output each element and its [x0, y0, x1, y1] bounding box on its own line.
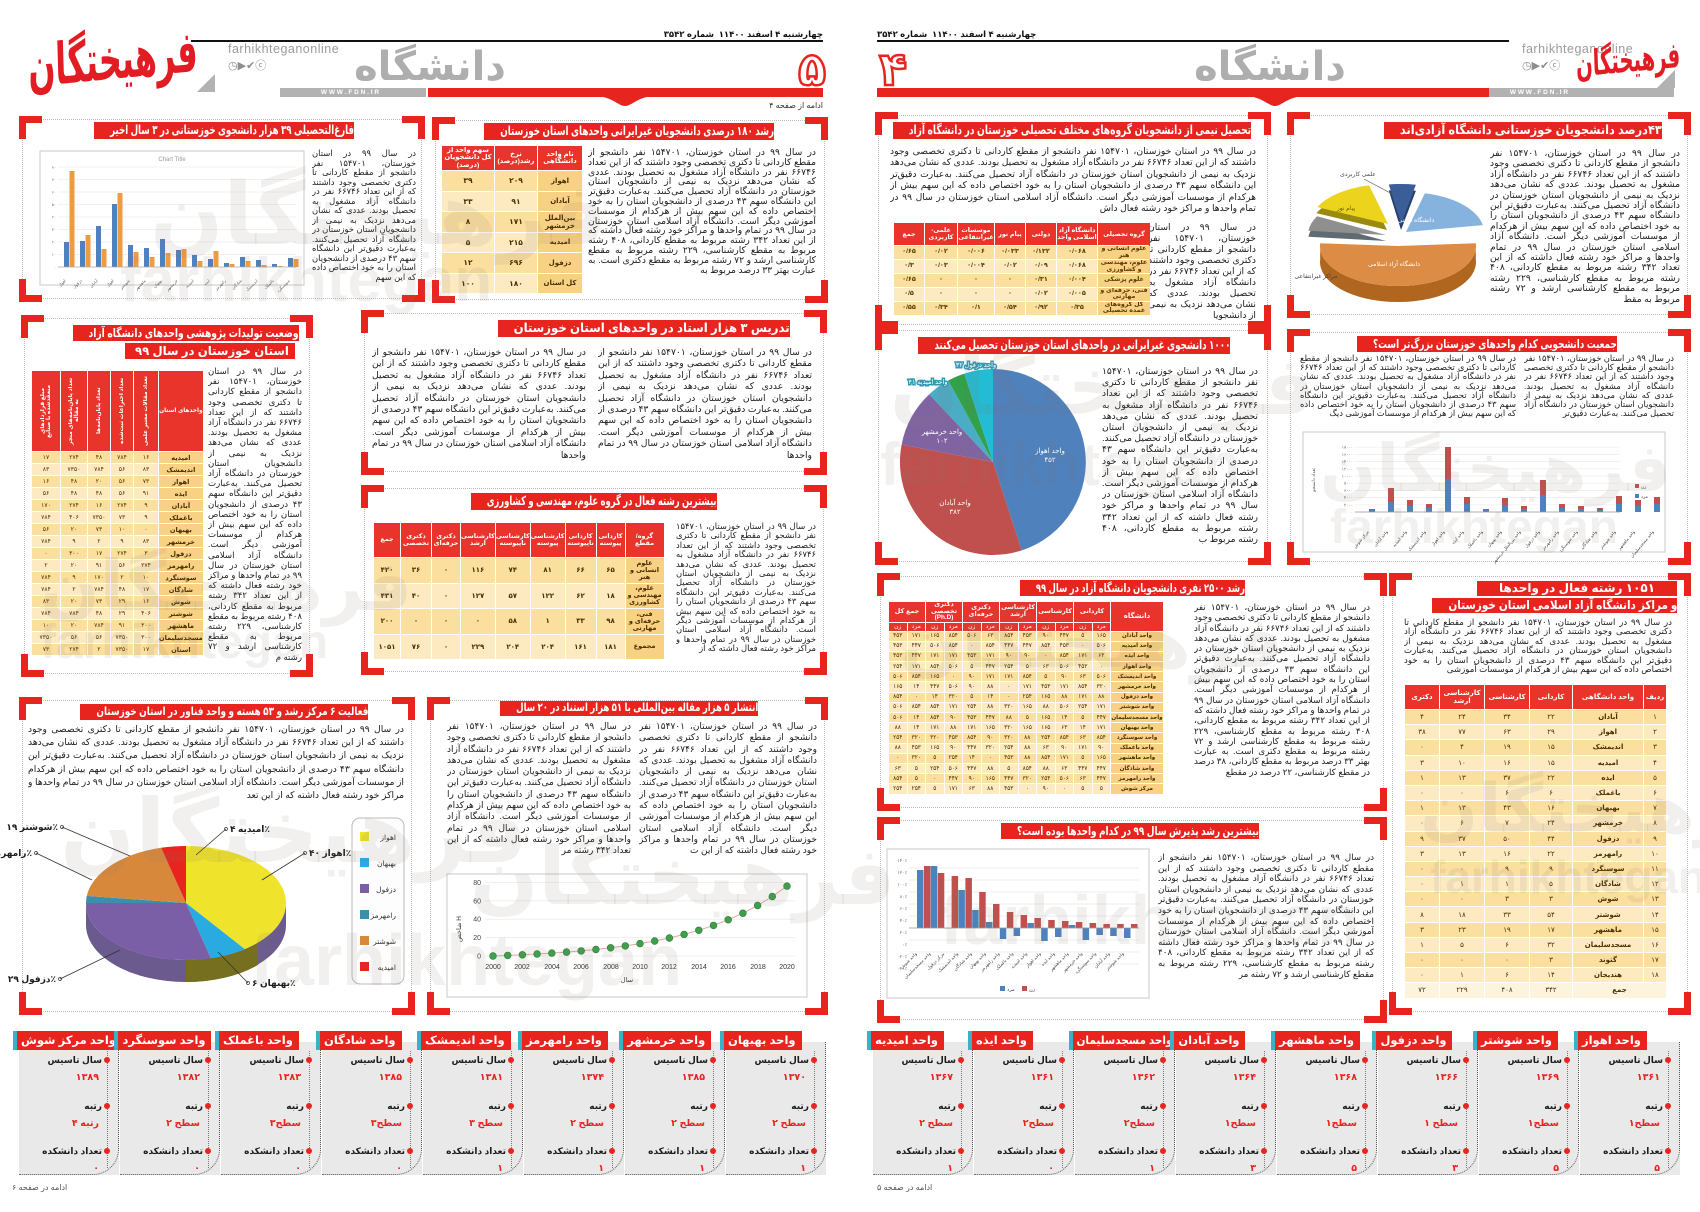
svg-text:رامهرمز: رامهرمز	[370, 911, 397, 920]
svg-text:علمی کاربردی: علمی کاربردی	[1340, 171, 1376, 178]
svg-text:0: 0	[477, 954, 481, 961]
svg-text:باغملک: باغملک	[263, 278, 275, 290]
svg-text:40: 40	[473, 917, 481, 924]
svg-text:-۲۰٪: -۲۰٪	[898, 954, 907, 959]
svg-text:2010: 2010	[632, 964, 648, 971]
svg-text:۶۰٪: ۶۰٪	[900, 906, 908, 911]
svg-text:۱۰۰٪: ۱۰۰٪	[897, 882, 907, 887]
svg-text:۳۰: ۳۰	[52, 227, 56, 232]
svg-text:۱۰: ۱۰	[52, 252, 56, 257]
svg-text:2020: 2020	[779, 964, 795, 971]
svg-text:اهواز: اهواز	[379, 833, 396, 842]
svg-text:۶۰: ۶۰	[52, 190, 56, 195]
svg-text:2000: 2000	[485, 964, 501, 971]
svg-text:۱۰۰۰۰: ۱۰۰۰۰	[1342, 474, 1353, 479]
svg-text:دانشگاه دولتی: دانشگاه دولتی	[1398, 216, 1435, 224]
svg-text:مراکز غیرانتفاعی: مراکز غیرانتفاعی	[1295, 273, 1338, 280]
svg-text:اهواز: اهواز	[57, 278, 67, 288]
svg-text:۰: ۰	[54, 265, 56, 270]
svg-text:۱۴۰۰۰: ۱۴۰۰۰	[1342, 459, 1353, 464]
svg-text:اهواز ۴۰٪: اهواز ۴۰٪	[309, 848, 351, 859]
svg-text:۵۰: ۵۰	[52, 202, 56, 207]
svg-text:بهبهان ۶٪: بهبهان ۶٪	[252, 978, 296, 989]
svg-text:شوشتر: شوشتر	[372, 937, 396, 946]
svg-text:واحد خرمشهر: واحد خرمشهر	[921, 429, 963, 436]
svg-text:2004: 2004	[544, 964, 560, 971]
svg-text:۷۰: ۷۰	[52, 177, 56, 182]
svg-text:۸۰٪: ۸۰٪	[900, 894, 908, 899]
svg-text:زن: زن	[1641, 484, 1646, 489]
svg-text:۳۸۲: ۳۸۲	[949, 509, 961, 516]
svg-text:۲۰٪: ۲۰٪	[900, 930, 908, 935]
svg-text:واحد دزفول ۳۲: واحد دزفول ۳۲	[956, 362, 996, 369]
svg-text:۶۰۰۰: ۶۰۰۰	[1344, 488, 1353, 493]
svg-text:۰٪: ۰٪	[902, 942, 907, 947]
svg-text:مرد: مرد	[1007, 987, 1015, 993]
svg-text:2016: 2016	[720, 964, 736, 971]
svg-text:تعداد دانشجو: تعداد دانشجو	[1311, 467, 1316, 493]
svg-text:-۴۰٪: -۴۰٪	[898, 966, 907, 971]
svg-text:۸۰: ۸۰	[52, 165, 56, 170]
svg-text:۱۲۰۰۰: ۱۲۰۰۰	[1342, 466, 1353, 471]
svg-text:۰: ۰	[1351, 510, 1353, 515]
svg-text:2018: 2018	[750, 964, 766, 971]
svg-text:دزفول: دزفول	[376, 885, 396, 894]
svg-text:۲۰۰۰: ۲۰۰۰	[1344, 502, 1353, 507]
svg-text:2002: 2002	[514, 964, 530, 971]
svg-text:۱۰۲: ۱۰۲	[936, 438, 948, 445]
svg-text:۴۰۰۰: ۴۰۰۰	[1344, 495, 1353, 500]
svg-text:2012: 2012	[661, 964, 677, 971]
svg-text:۲۰: ۲۰	[52, 240, 56, 245]
svg-text:امیدیه: امیدیه	[184, 278, 194, 288]
svg-text:۱۶۰۰۰: ۱۶۰۰۰	[1342, 452, 1353, 457]
svg-text:80: 80	[473, 880, 481, 887]
svg-text:امیدیه: امیدیه	[378, 963, 396, 972]
svg-text:شاخص H: شاخص H	[456, 916, 463, 942]
svg-text:سال: سال	[621, 977, 633, 984]
svg-text:امیدیه ۴٪: امیدیه ۴٪	[230, 824, 270, 834]
svg-text:۱۲۰٪: ۱۲۰٪	[897, 870, 907, 875]
svg-text:۱۴۰٪: ۱۴۰٪	[897, 858, 907, 863]
svg-text:زن: زن	[1029, 987, 1036, 993]
svg-text:شوشتر ۱۹٪: شوشتر ۱۹٪	[6, 822, 58, 833]
svg-text:2014: 2014	[691, 964, 707, 971]
svg-text:20: 20	[473, 935, 481, 942]
svg-text:واحد امیدیه ۴۱: واحد امیدیه ۴۱	[909, 379, 948, 386]
svg-text:دزفول ۲۹٪: دزفول ۲۹٪	[8, 974, 56, 985]
svg-text:مرد: مرد	[1641, 494, 1648, 499]
svg-text:اهواز: اهواز	[105, 278, 115, 288]
svg-text:رامهرمز ۲٪: رامهرمز ۲٪	[0, 848, 32, 859]
svg-text:آبادان: آبادان	[89, 278, 100, 289]
svg-text:۸۰۰۰: ۸۰۰۰	[1344, 481, 1353, 486]
svg-text:ایذه: ایذه	[203, 278, 211, 286]
svg-text:2006: 2006	[573, 964, 589, 971]
svg-text:پیام نور: پیام نور	[1336, 205, 1356, 212]
svg-text:۴۵۲: ۴۵۲	[1044, 457, 1056, 464]
svg-text:۱۸۰۰۰: ۱۸۰۰۰	[1342, 445, 1353, 450]
svg-text:بهبهان: بهبهان	[152, 278, 163, 289]
svg-text:دزفول: دزفول	[72, 278, 83, 289]
svg-text:واحد اهواز: واحد اهواز	[1034, 448, 1065, 455]
svg-text:بهبهان: بهبهان	[377, 859, 396, 868]
svg-text:Chart Title: Chart Title	[158, 157, 186, 163]
svg-text:دانشگاه آزاد اسلامی: دانشگاه آزاد اسلامی	[1368, 259, 1420, 268]
svg-text:۴۰٪: ۴۰٪	[900, 918, 908, 923]
svg-text:60: 60	[473, 898, 481, 905]
svg-text:۴۰: ۴۰	[52, 215, 56, 220]
svg-text:واحد آبادان: واحد آبادان	[939, 498, 971, 507]
svg-text:2008: 2008	[603, 964, 619, 971]
